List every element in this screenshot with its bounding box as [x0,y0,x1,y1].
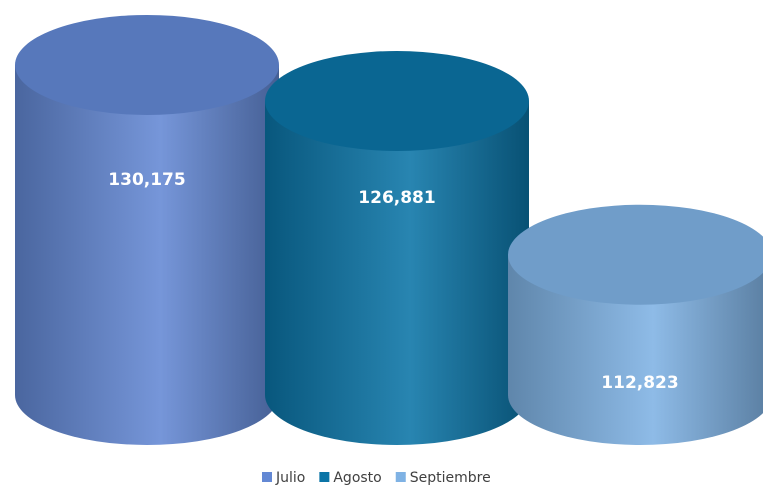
value-label: 130,175 [108,170,185,190]
legend-label: Julio [275,470,305,486]
cylinder-top [508,204,763,305]
value-label: 112,823 [601,373,678,393]
value-label: 126,881 [358,188,435,208]
legend-swatch [395,472,406,482]
cylinder-top [15,14,279,115]
cylinder-body [265,100,529,445]
legend-swatch [262,472,272,482]
legend-label: Septiembre [410,470,491,486]
cylinder-body [15,64,279,445]
cylinder-body [508,254,763,445]
legend-label: Agosto [333,470,381,486]
legend-swatch [319,472,330,482]
cylinder-top [265,50,529,151]
